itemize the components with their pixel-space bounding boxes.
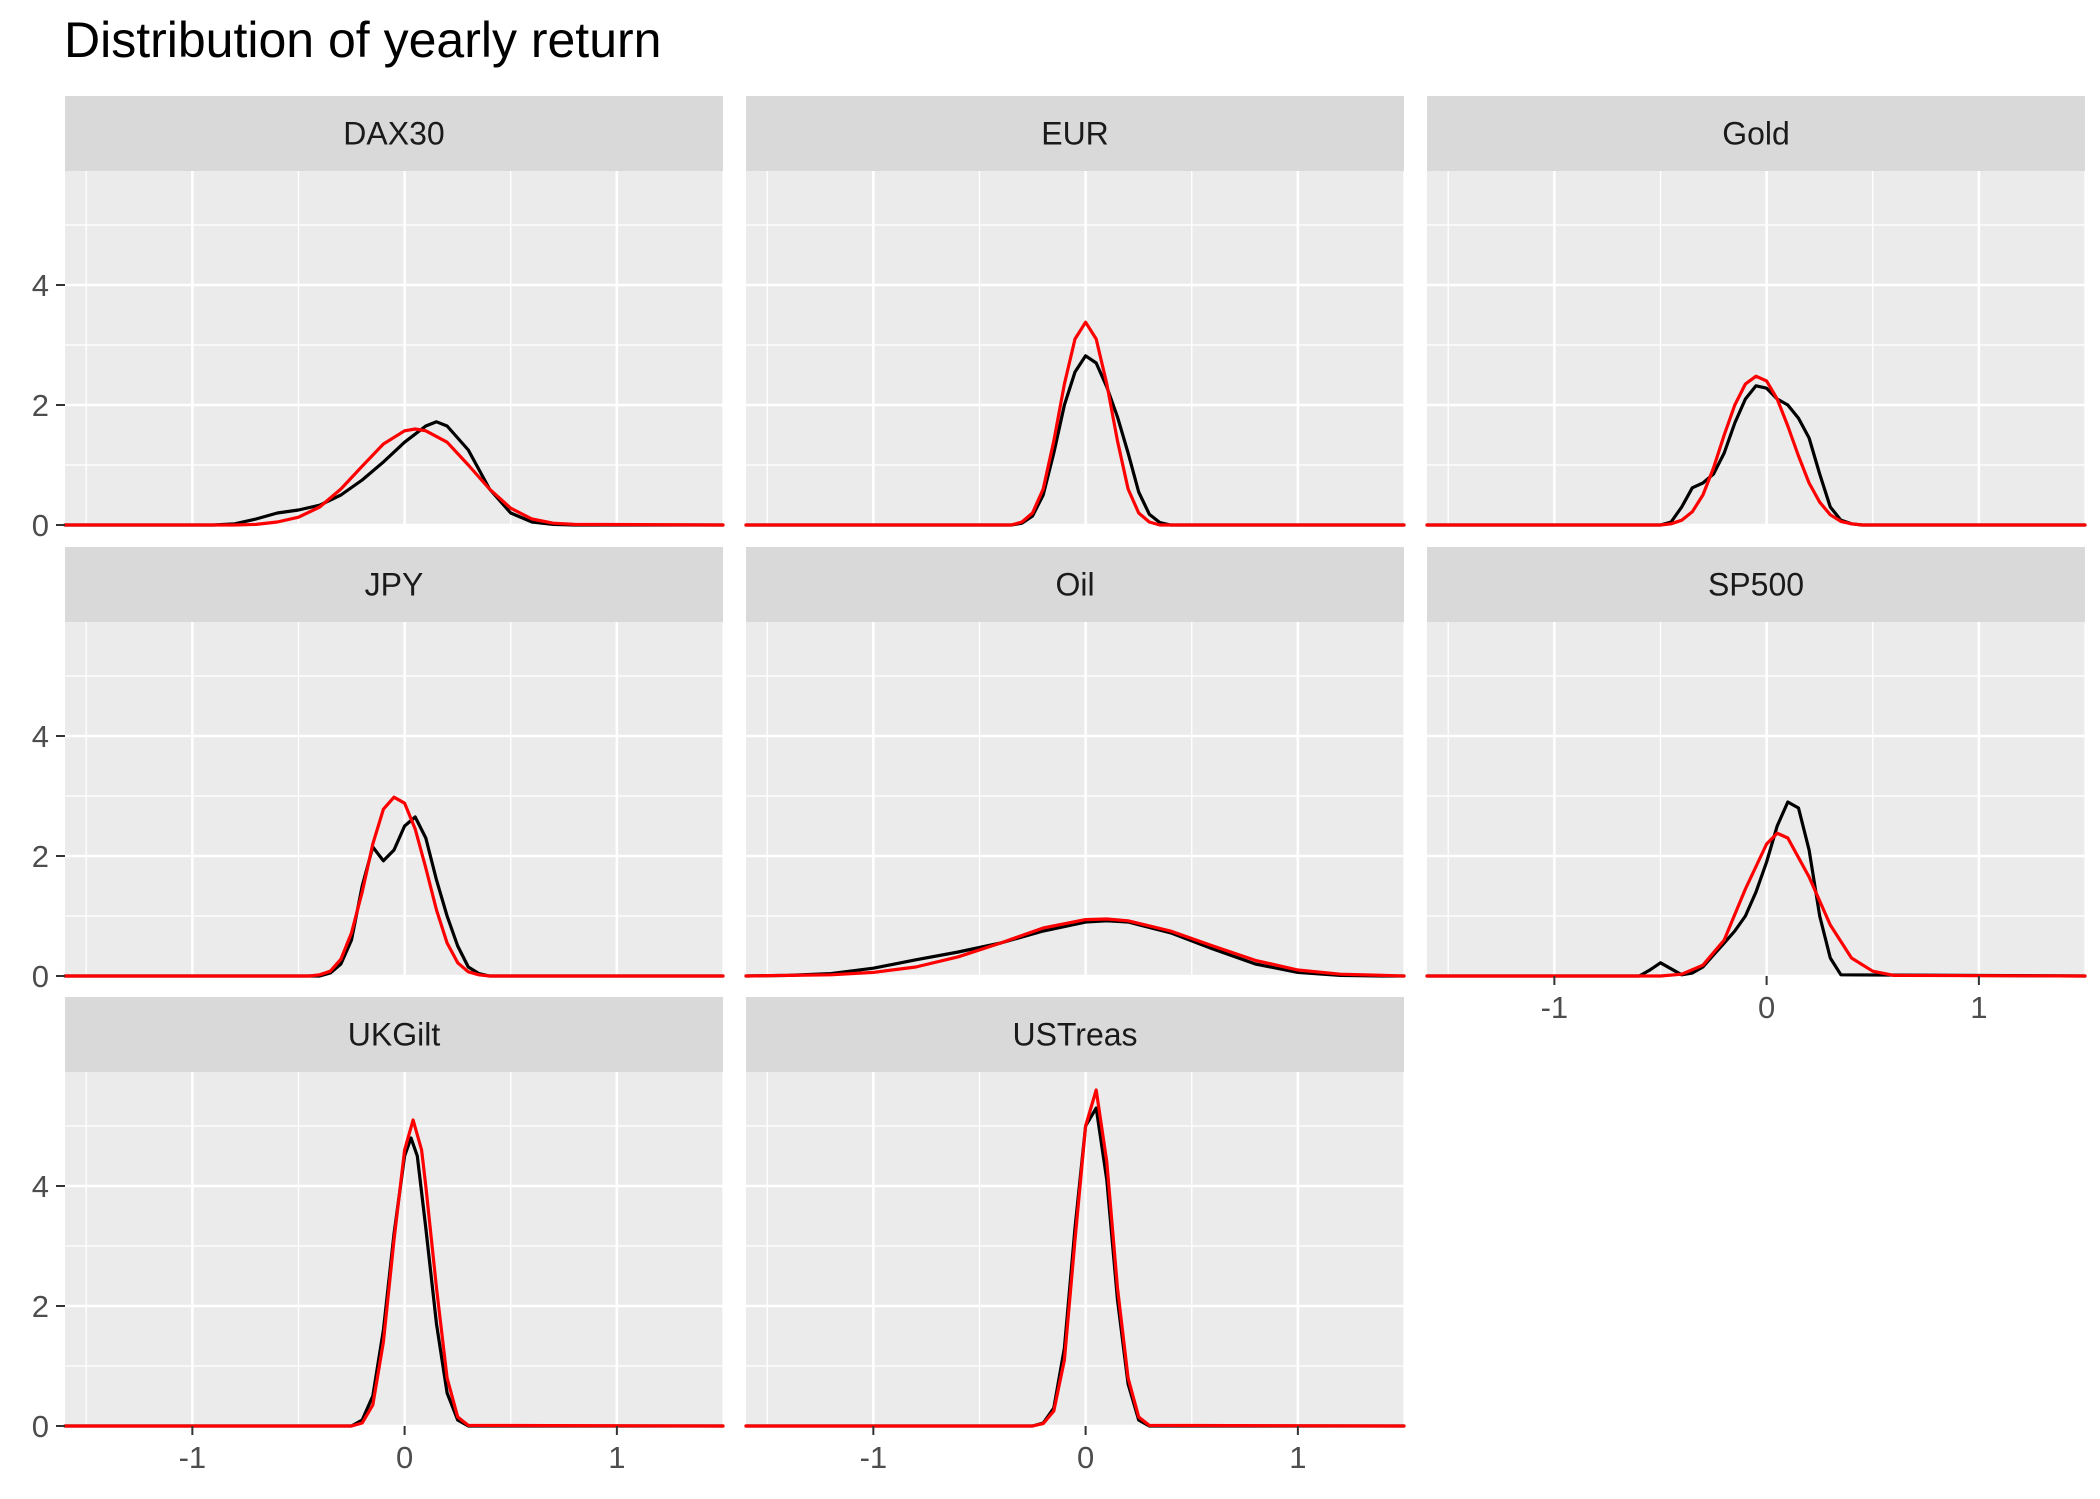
panel-background — [746, 622, 1404, 976]
panel-gold: Gold — [1425, 96, 2087, 527]
x-tick-label: 1 — [1289, 1440, 1306, 1475]
x-tick-label: 0 — [396, 1440, 413, 1475]
chart-title: Distribution of yearly return — [64, 12, 662, 68]
panel-background — [1427, 171, 2085, 525]
density-line-sp500-normal — [1425, 831, 2087, 978]
panel-ustreas: USTreas -1 0 1 — [744, 997, 1406, 1475]
x-tick-label: -1 — [1541, 990, 1569, 1025]
strip-sp500 — [1427, 547, 2085, 622]
panel-oil: Oil — [744, 547, 1406, 978]
density-line-gold-empirical — [1425, 384, 2087, 527]
strip-label-jpy: JPY — [365, 567, 424, 603]
panel-background — [65, 171, 723, 525]
strip-ustreas — [746, 997, 1404, 1072]
y-tick-label: 2 — [32, 839, 49, 874]
strip-label-oil: Oil — [1055, 567, 1094, 603]
y-tick-label: 0 — [32, 959, 49, 994]
strip-label-gold: Gold — [1722, 116, 1790, 152]
x-tick-label: -1 — [860, 1440, 888, 1475]
strip-gold — [1427, 96, 2085, 171]
x-tick-label: 1 — [608, 1440, 625, 1475]
x-tick-label: 0 — [1077, 1440, 1094, 1475]
y-tick-label: 4 — [32, 1169, 49, 1204]
density-line-sp500-empirical — [1425, 800, 2087, 978]
y-tick-label: 4 — [32, 268, 49, 303]
density-line-gold-normal — [1425, 374, 2087, 527]
density-line-jpy-normal — [63, 795, 725, 978]
density-line-dax30-normal — [63, 427, 725, 527]
y-tick-label: 2 — [32, 1289, 49, 1324]
density-line-ukgilt-empirical — [63, 1136, 725, 1428]
strip-ukgilt — [65, 997, 723, 1072]
strip-label-eur: EUR — [1041, 116, 1109, 152]
density-line-dax30-empirical — [63, 420, 725, 527]
panel-background — [1427, 622, 2085, 976]
density-line-ustreas-normal — [744, 1088, 1406, 1428]
strip-eur — [746, 96, 1404, 171]
y-tick-label: 2 — [32, 388, 49, 423]
panel-dax30: DAX30 0 2 4 — [32, 96, 725, 543]
strip-oil — [746, 547, 1404, 622]
panel-ukgilt: UKGilt 0 2 4 -1 0 1 — [32, 997, 725, 1475]
panel-sp500: SP500 -1 0 1 — [1425, 547, 2087, 1025]
x-tick-label: 1 — [1970, 990, 1987, 1025]
density-line-ukgilt-normal — [63, 1118, 725, 1428]
panel-eur: EUR — [744, 96, 1406, 527]
y-tick-label: 0 — [32, 508, 49, 543]
density-line-oil-empirical — [744, 919, 1406, 978]
panel-background — [746, 171, 1404, 525]
density-line-eur-empirical — [744, 354, 1406, 527]
density-line-eur-normal — [744, 320, 1406, 527]
strip-label-dax30: DAX30 — [343, 116, 444, 152]
density-line-jpy-empirical — [63, 815, 725, 978]
panel-jpy: JPY 0 2 4 — [32, 547, 725, 994]
strip-dax30 — [65, 96, 723, 171]
strip-label-ustreas: USTreas — [1012, 1017, 1137, 1053]
strip-label-ukgilt: UKGilt — [348, 1017, 441, 1053]
strip-label-sp500: SP500 — [1708, 567, 1804, 603]
density-line-oil-normal — [744, 917, 1406, 978]
y-tick-label: 0 — [32, 1409, 49, 1444]
y-tick-label: 4 — [32, 719, 49, 754]
strip-jpy — [65, 547, 723, 622]
x-tick-label: 0 — [1758, 990, 1775, 1025]
x-tick-label: -1 — [179, 1440, 207, 1475]
